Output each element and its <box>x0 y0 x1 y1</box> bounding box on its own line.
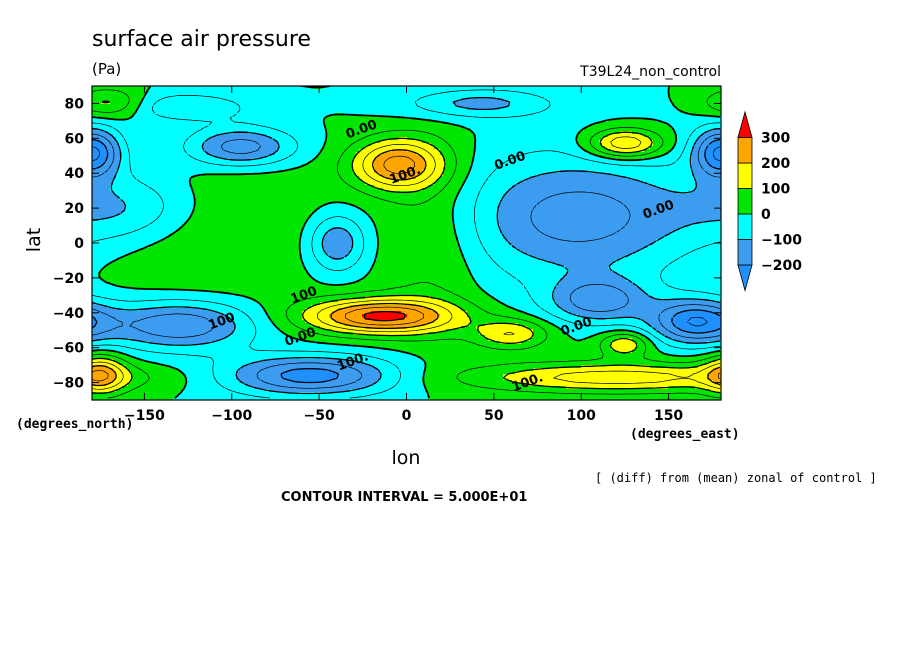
x-tick-label: −100 <box>211 408 252 424</box>
contour-line-m50 <box>92 89 721 399</box>
contour-line-m250 <box>92 146 721 327</box>
contour-line-300 <box>363 310 406 322</box>
colorbar-bin <box>737 110 753 138</box>
contour-line-200 <box>92 149 721 387</box>
chart-title: surface air pressure <box>92 27 311 52</box>
colorbar-bin <box>737 137 753 164</box>
x-axis-units: (degrees_east) <box>630 427 740 442</box>
y-tick-label: 0 <box>74 236 84 252</box>
contour-line-m100 <box>92 96 721 395</box>
y-axis-units: (degrees_north) <box>16 417 133 432</box>
y-axis-label: lat <box>23 228 45 252</box>
contour-line-100 <box>92 100 721 394</box>
contour-line-0 <box>92 86 721 399</box>
y-tick-label: −60 <box>53 341 84 357</box>
colorbar-label: 200 <box>761 156 790 172</box>
diff-note: [ (diff) from (mean) zonal of control ] <box>595 471 877 485</box>
colorbar-bin <box>737 188 753 215</box>
colorbar-bin <box>737 162 753 189</box>
contour-line-250 <box>92 155 721 382</box>
contour-line-50 <box>92 89 721 399</box>
y-tick-label: 20 <box>65 201 85 217</box>
run-label: T39L24_non_control <box>579 64 721 80</box>
x-axis: −150 −100 −50 0 50 100 150 <box>124 86 683 424</box>
y-tick-label: 60 <box>65 131 85 147</box>
colorbar-label: −200 <box>761 258 802 274</box>
colorbar-label: 0 <box>761 207 771 223</box>
colorbar: −200 −100 0 100 200 300 <box>737 110 802 293</box>
y-axis: −80 −60 −40 −20 0 20 40 60 80 <box>53 96 721 392</box>
colorbar-label: 100 <box>761 182 790 198</box>
x-axis-label: lon <box>392 447 421 469</box>
x-tick-label: 100 <box>567 408 596 424</box>
y-tick-label: 40 <box>65 166 85 182</box>
x-tick-label: −150 <box>124 408 165 424</box>
y-tick-label: −40 <box>53 306 84 322</box>
contour-line-m150 <box>92 133 721 389</box>
contour-fill-field <box>92 86 721 400</box>
y-tick-label: 80 <box>65 96 85 112</box>
contour-interval: CONTOUR INTERVAL = 5.000E+01 <box>281 490 527 505</box>
contour-line-150 <box>92 136 721 390</box>
colorbar-bin <box>737 213 753 240</box>
colorbar-label: −100 <box>761 233 802 249</box>
colorbar-bin <box>737 239 753 266</box>
y-tick-label: −20 <box>53 271 84 287</box>
x-tick-label: 150 <box>654 408 683 424</box>
colorbar-label: 300 <box>761 131 790 147</box>
x-tick-label: 0 <box>402 408 412 424</box>
chart-units: (Pa) <box>92 60 121 78</box>
y-tick-label: −80 <box>53 376 84 392</box>
contour-line-m200 <box>92 138 721 384</box>
x-tick-label: 50 <box>484 408 504 424</box>
x-tick-label: −50 <box>304 408 335 424</box>
